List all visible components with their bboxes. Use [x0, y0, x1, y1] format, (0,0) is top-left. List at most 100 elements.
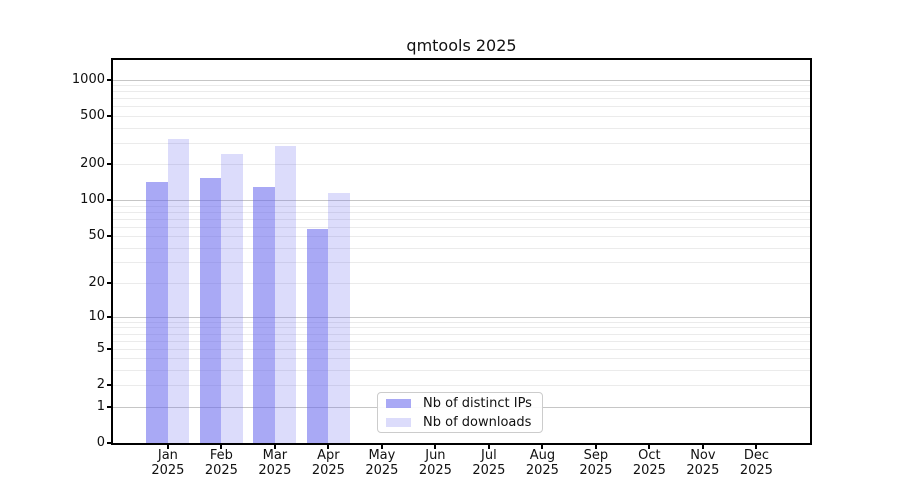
y-tick-label: 1 — [96, 398, 105, 414]
x-tick-year: 2025 — [204, 463, 238, 478]
minor-gridline — [113, 358, 810, 360]
y-tick-mark — [107, 199, 113, 202]
bar-distinct-ips-mar — [253, 186, 275, 443]
x-tick-month: Aug — [529, 448, 556, 463]
legend: Nb of distinct IPs Nb of downloads — [377, 392, 543, 433]
y-tick-mark — [107, 347, 113, 350]
minor-gridline — [113, 205, 810, 207]
x-tick-month: May — [368, 448, 396, 463]
minor-gridline — [113, 327, 810, 329]
minor-gridline — [113, 226, 810, 228]
minor-gridline — [113, 385, 810, 387]
x-tick-month: Jan — [157, 448, 178, 463]
x-tick-mark — [648, 443, 651, 449]
x-tick-label-nov: Nov 2025 — [671, 448, 735, 478]
y-tick-mark — [107, 163, 113, 165]
x-tick-year: 2025 — [311, 463, 345, 478]
minor-gridline — [113, 91, 810, 93]
x-tick-month: Dec — [743, 448, 769, 463]
x-tick-month: Feb — [209, 448, 233, 463]
minor-gridline — [113, 218, 810, 220]
x-tick-year: 2025 — [418, 463, 452, 478]
plot-area: Nb of distinct IPs Nb of downloads — [111, 58, 812, 445]
minor-gridline — [113, 142, 810, 144]
minor-gridline — [113, 247, 810, 249]
major-gridline — [113, 79, 810, 81]
x-tick-label-sep: Sep 2025 — [564, 448, 628, 478]
minor-gridline — [113, 115, 810, 117]
y-tick-mark — [107, 78, 113, 81]
y-tick-mark — [107, 384, 113, 387]
bar-distinct-ips-feb — [199, 178, 222, 443]
x-tick-month: Sep — [583, 448, 609, 463]
x-tick-month: Oct — [638, 448, 661, 463]
y-tick-label: 10 — [88, 308, 105, 324]
minor-gridline — [113, 106, 810, 108]
minor-gridline — [113, 282, 810, 284]
x-tick-mark — [327, 443, 330, 449]
x-tick-mark — [701, 443, 704, 449]
major-gridline — [113, 200, 810, 202]
x-tick-year: 2025 — [579, 463, 613, 478]
x-tick-month: Apr — [317, 448, 340, 463]
x-tick-mark — [273, 443, 276, 449]
x-tick-year: 2025 — [739, 463, 773, 478]
y-tick-mark — [107, 442, 113, 444]
bar-downloads-mar — [274, 146, 297, 443]
minor-gridline — [113, 333, 810, 335]
x-tick-month: Nov — [690, 448, 716, 463]
minor-gridline — [113, 236, 810, 238]
y-tick-label: 2 — [96, 377, 105, 393]
major-gridline — [113, 316, 810, 318]
minor-gridline — [113, 262, 810, 264]
y-tick-mark — [107, 315, 113, 318]
y-tick-label: 100 — [80, 192, 105, 208]
y-tick-label: 200 — [80, 156, 105, 171]
bar-distinct-ips-apr — [306, 229, 329, 443]
y-tick-label: 50 — [88, 228, 105, 244]
x-tick-mark — [434, 443, 437, 449]
x-tick-mark — [166, 443, 169, 449]
minor-gridline — [113, 348, 810, 350]
x-tick-label-oct: Oct 2025 — [617, 448, 681, 478]
y-tick-mark — [107, 235, 113, 238]
y-tick-label: 1000 — [71, 71, 105, 87]
x-tick-year: 2025 — [258, 463, 292, 478]
x-tick-year: 2025 — [151, 463, 185, 478]
y-tick-label: 500 — [80, 107, 105, 123]
x-tick-label-mar: Mar 2025 — [243, 448, 307, 478]
minor-gridline — [113, 98, 810, 100]
legend-label-distinct-ips: Nb of distinct IPs — [423, 395, 532, 411]
x-tick-label-jan: Jan 2025 — [136, 448, 200, 478]
minor-gridline — [113, 85, 810, 87]
x-tick-mark — [380, 443, 383, 449]
x-tick-year: 2025 — [525, 463, 559, 478]
minor-gridline — [113, 370, 810, 372]
x-tick-label-jun: Jun 2025 — [403, 448, 467, 478]
x-tick-month: Jul — [481, 448, 497, 463]
x-tick-month: Mar — [262, 448, 288, 463]
x-tick-year: 2025 — [472, 463, 506, 478]
x-tick-mark — [755, 443, 758, 449]
x-tick-label-may: May 2025 — [350, 448, 414, 478]
x-tick-year: 2025 — [632, 463, 666, 478]
y-tick-label: 0 — [96, 435, 105, 450]
bar-downloads-apr — [328, 192, 350, 443]
legend-row-downloads: Nb of downloads — [386, 415, 542, 430]
x-tick-label-jul: Jul 2025 — [457, 448, 521, 478]
y-tick-mark — [107, 281, 113, 284]
legend-label-downloads: Nb of downloads — [423, 414, 532, 430]
bar-distinct-ips-jan — [146, 181, 168, 443]
x-tick-year: 2025 — [686, 463, 720, 478]
x-tick-label-feb: Feb 2025 — [189, 448, 253, 478]
x-tick-mark — [220, 443, 223, 449]
chart-title: qmtools 2025 — [406, 36, 517, 55]
minor-gridline — [113, 340, 810, 342]
x-tick-label-dec: Dec 2025 — [724, 448, 788, 478]
y-tick-mark — [107, 114, 113, 117]
x-tick-label-aug: Aug 2025 — [510, 448, 574, 478]
bar-downloads-jan — [167, 139, 190, 443]
y-tick-label: 20 — [88, 274, 105, 290]
legend-row-distinct-ips: Nb of distinct IPs — [386, 396, 542, 411]
